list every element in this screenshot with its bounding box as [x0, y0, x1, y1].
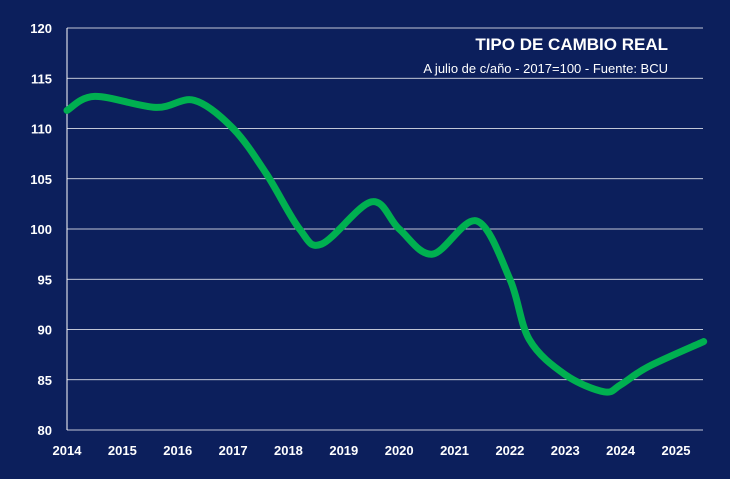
gridlines — [66, 27, 703, 431]
y-tick-label: 85 — [38, 373, 52, 388]
x-tick-label: 2020 — [385, 443, 414, 458]
x-tick-label: 2023 — [551, 443, 580, 458]
chart-subtitle: A julio de c/año - 2017=100 - Fuente: BC… — [423, 61, 668, 76]
y-tick-label: 90 — [38, 323, 52, 338]
series-line — [63, 92, 708, 396]
x-tick-label: 2019 — [329, 443, 358, 458]
y-tick-label: 100 — [30, 222, 52, 237]
x-tick-label: 2016 — [163, 443, 192, 458]
x-tick-label: 2021 — [440, 443, 469, 458]
y-tick-label: 80 — [38, 423, 52, 438]
x-tick-label: 2025 — [662, 443, 691, 458]
x-tick-label: 2024 — [606, 443, 636, 458]
series-lines — [63, 92, 708, 396]
y-tick-label: 105 — [30, 172, 52, 187]
y-tick-label: 120 — [30, 21, 52, 36]
y-tick-label: 95 — [38, 272, 52, 287]
x-tick-label: 2017 — [219, 443, 248, 458]
x-tick-label: 2015 — [108, 443, 137, 458]
x-tick-label: 2018 — [274, 443, 303, 458]
chart-title: TIPO DE CAMBIO REAL — [475, 35, 668, 54]
y-axis: 80 85 90 95 100 105 110 115 120 — [30, 21, 52, 438]
y-tick-label: 110 — [31, 122, 52, 137]
x-tick-label: 2022 — [495, 443, 524, 458]
x-tick-label: 2014 — [53, 443, 83, 458]
x-axis: 2014 2015 2016 2017 2018 2019 2020 2021 2022 2023… — [53, 443, 691, 458]
y-tick-label: 115 — [31, 71, 52, 86]
